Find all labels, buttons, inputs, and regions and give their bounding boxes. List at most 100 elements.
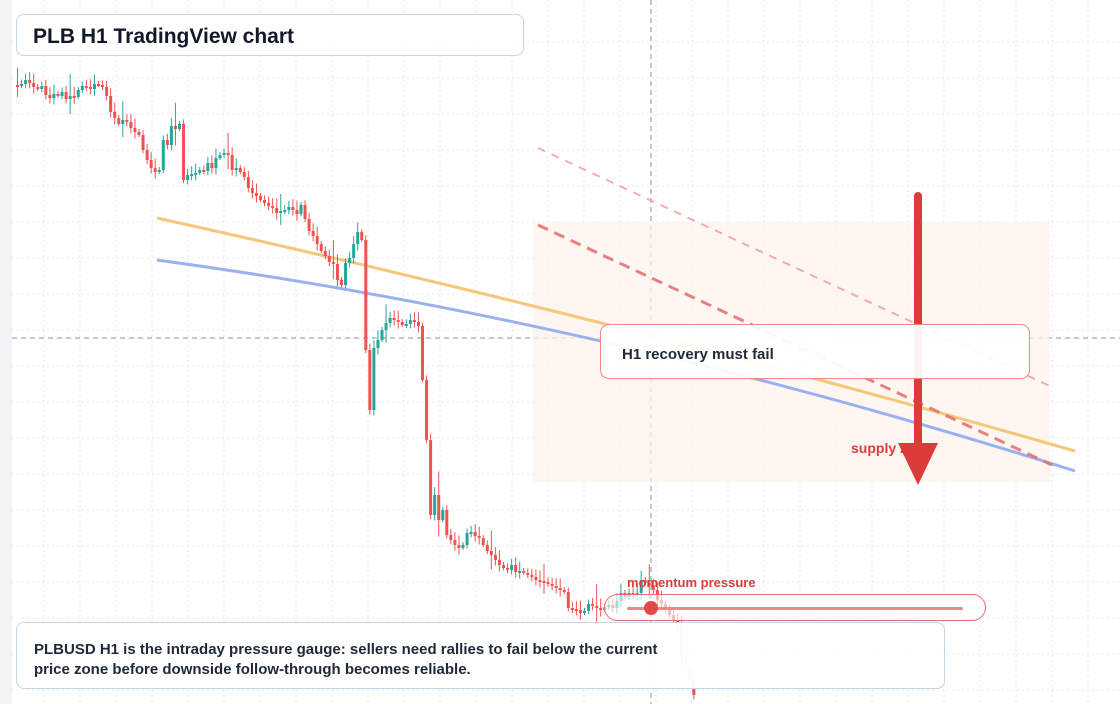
candle-body xyxy=(299,205,303,214)
candle-body xyxy=(137,132,141,135)
candle-body xyxy=(186,175,190,180)
candle-body xyxy=(340,280,343,285)
candle-body xyxy=(279,211,283,213)
candle-body xyxy=(52,94,56,98)
candle-body xyxy=(335,264,339,280)
candle-body xyxy=(344,263,348,285)
note-box: PLBUSD H1 is the intraday pressure gauge… xyxy=(16,622,945,689)
candle-body xyxy=(384,323,388,330)
candle-body xyxy=(502,565,505,568)
candle-body xyxy=(416,322,420,326)
candle-body xyxy=(88,87,92,89)
candle-body xyxy=(481,538,485,545)
candle-body xyxy=(259,196,262,200)
candle-body xyxy=(392,318,396,320)
candle-body xyxy=(489,551,493,555)
candle-body xyxy=(457,545,461,548)
candle-body xyxy=(404,324,408,326)
candle-body xyxy=(157,170,161,172)
candle-body xyxy=(101,85,105,87)
down-arrow-annotation xyxy=(898,192,938,485)
candle-body xyxy=(113,112,117,118)
trendline-upper xyxy=(537,223,1053,467)
candle-body xyxy=(461,545,465,548)
candle-body xyxy=(254,193,258,196)
gauge-track xyxy=(627,607,963,610)
candle-body xyxy=(169,126,173,145)
candle-body xyxy=(437,495,441,520)
candle-body xyxy=(595,606,599,608)
candle-body xyxy=(161,140,165,170)
candle-body xyxy=(28,80,32,83)
candle-body xyxy=(92,84,96,89)
candle-body xyxy=(311,231,315,236)
candle-body xyxy=(287,207,291,210)
candle-body xyxy=(599,608,603,610)
candle-body xyxy=(105,87,109,96)
momentum-gauge[interactable] xyxy=(604,594,986,621)
candle-body xyxy=(76,90,80,97)
candle-body xyxy=(583,611,586,613)
candle-body xyxy=(68,96,72,99)
candle-body xyxy=(238,168,242,172)
candle-body xyxy=(202,170,206,172)
candle-body xyxy=(550,584,554,586)
candle-body xyxy=(587,604,591,611)
candle-body xyxy=(226,153,230,155)
candle-body xyxy=(178,124,181,129)
candle-body xyxy=(591,604,595,606)
candle-body xyxy=(331,262,335,264)
candle-body xyxy=(327,256,331,262)
candle-body xyxy=(493,555,497,560)
candle-body xyxy=(372,348,376,410)
candle-body xyxy=(109,96,113,112)
candle-body xyxy=(145,150,149,160)
candle-body xyxy=(562,590,566,592)
candle-body xyxy=(48,95,52,98)
candle-body xyxy=(514,565,518,572)
candle-body xyxy=(408,320,412,324)
candle-body xyxy=(506,568,510,570)
candle-body xyxy=(469,532,473,534)
candle-body xyxy=(485,545,489,551)
candle-body xyxy=(275,208,279,213)
candle-body xyxy=(578,610,582,613)
candle-body xyxy=(518,571,522,573)
candle-body xyxy=(570,608,574,610)
candle-body xyxy=(222,153,226,155)
candle-body xyxy=(477,536,481,538)
candle-body xyxy=(64,92,68,99)
candle-body xyxy=(214,158,218,168)
candle-body xyxy=(364,240,368,350)
candle-body xyxy=(510,565,514,570)
candle-body xyxy=(574,609,578,611)
candle-body xyxy=(566,592,570,608)
candle-body xyxy=(56,94,60,96)
candle-body xyxy=(356,232,360,244)
candle-body xyxy=(165,140,169,145)
candle-body xyxy=(522,571,526,573)
candle-body xyxy=(80,86,84,90)
candle-body xyxy=(465,533,469,545)
gauge-knob[interactable] xyxy=(643,601,658,615)
candle-body xyxy=(153,168,157,172)
candle-body xyxy=(368,350,372,410)
candle-body xyxy=(376,340,380,348)
candle-body xyxy=(396,320,400,322)
candle-body xyxy=(230,155,234,170)
candle-body xyxy=(433,495,437,515)
callout-box: H1 recovery must fail xyxy=(600,324,1030,379)
candle-body xyxy=(190,174,194,176)
candle-body xyxy=(283,210,287,212)
candle-body xyxy=(36,87,40,89)
candle-body xyxy=(210,163,214,168)
candle-body xyxy=(538,580,542,582)
candle-body xyxy=(44,86,48,95)
candle-body xyxy=(194,173,198,175)
gauge-label: momentum pressure xyxy=(627,575,756,590)
candle-body xyxy=(141,135,145,150)
candle-body xyxy=(307,219,311,231)
candle-body xyxy=(453,540,457,545)
callout-text: H1 recovery must fail xyxy=(622,346,774,363)
candle-body xyxy=(60,92,64,96)
